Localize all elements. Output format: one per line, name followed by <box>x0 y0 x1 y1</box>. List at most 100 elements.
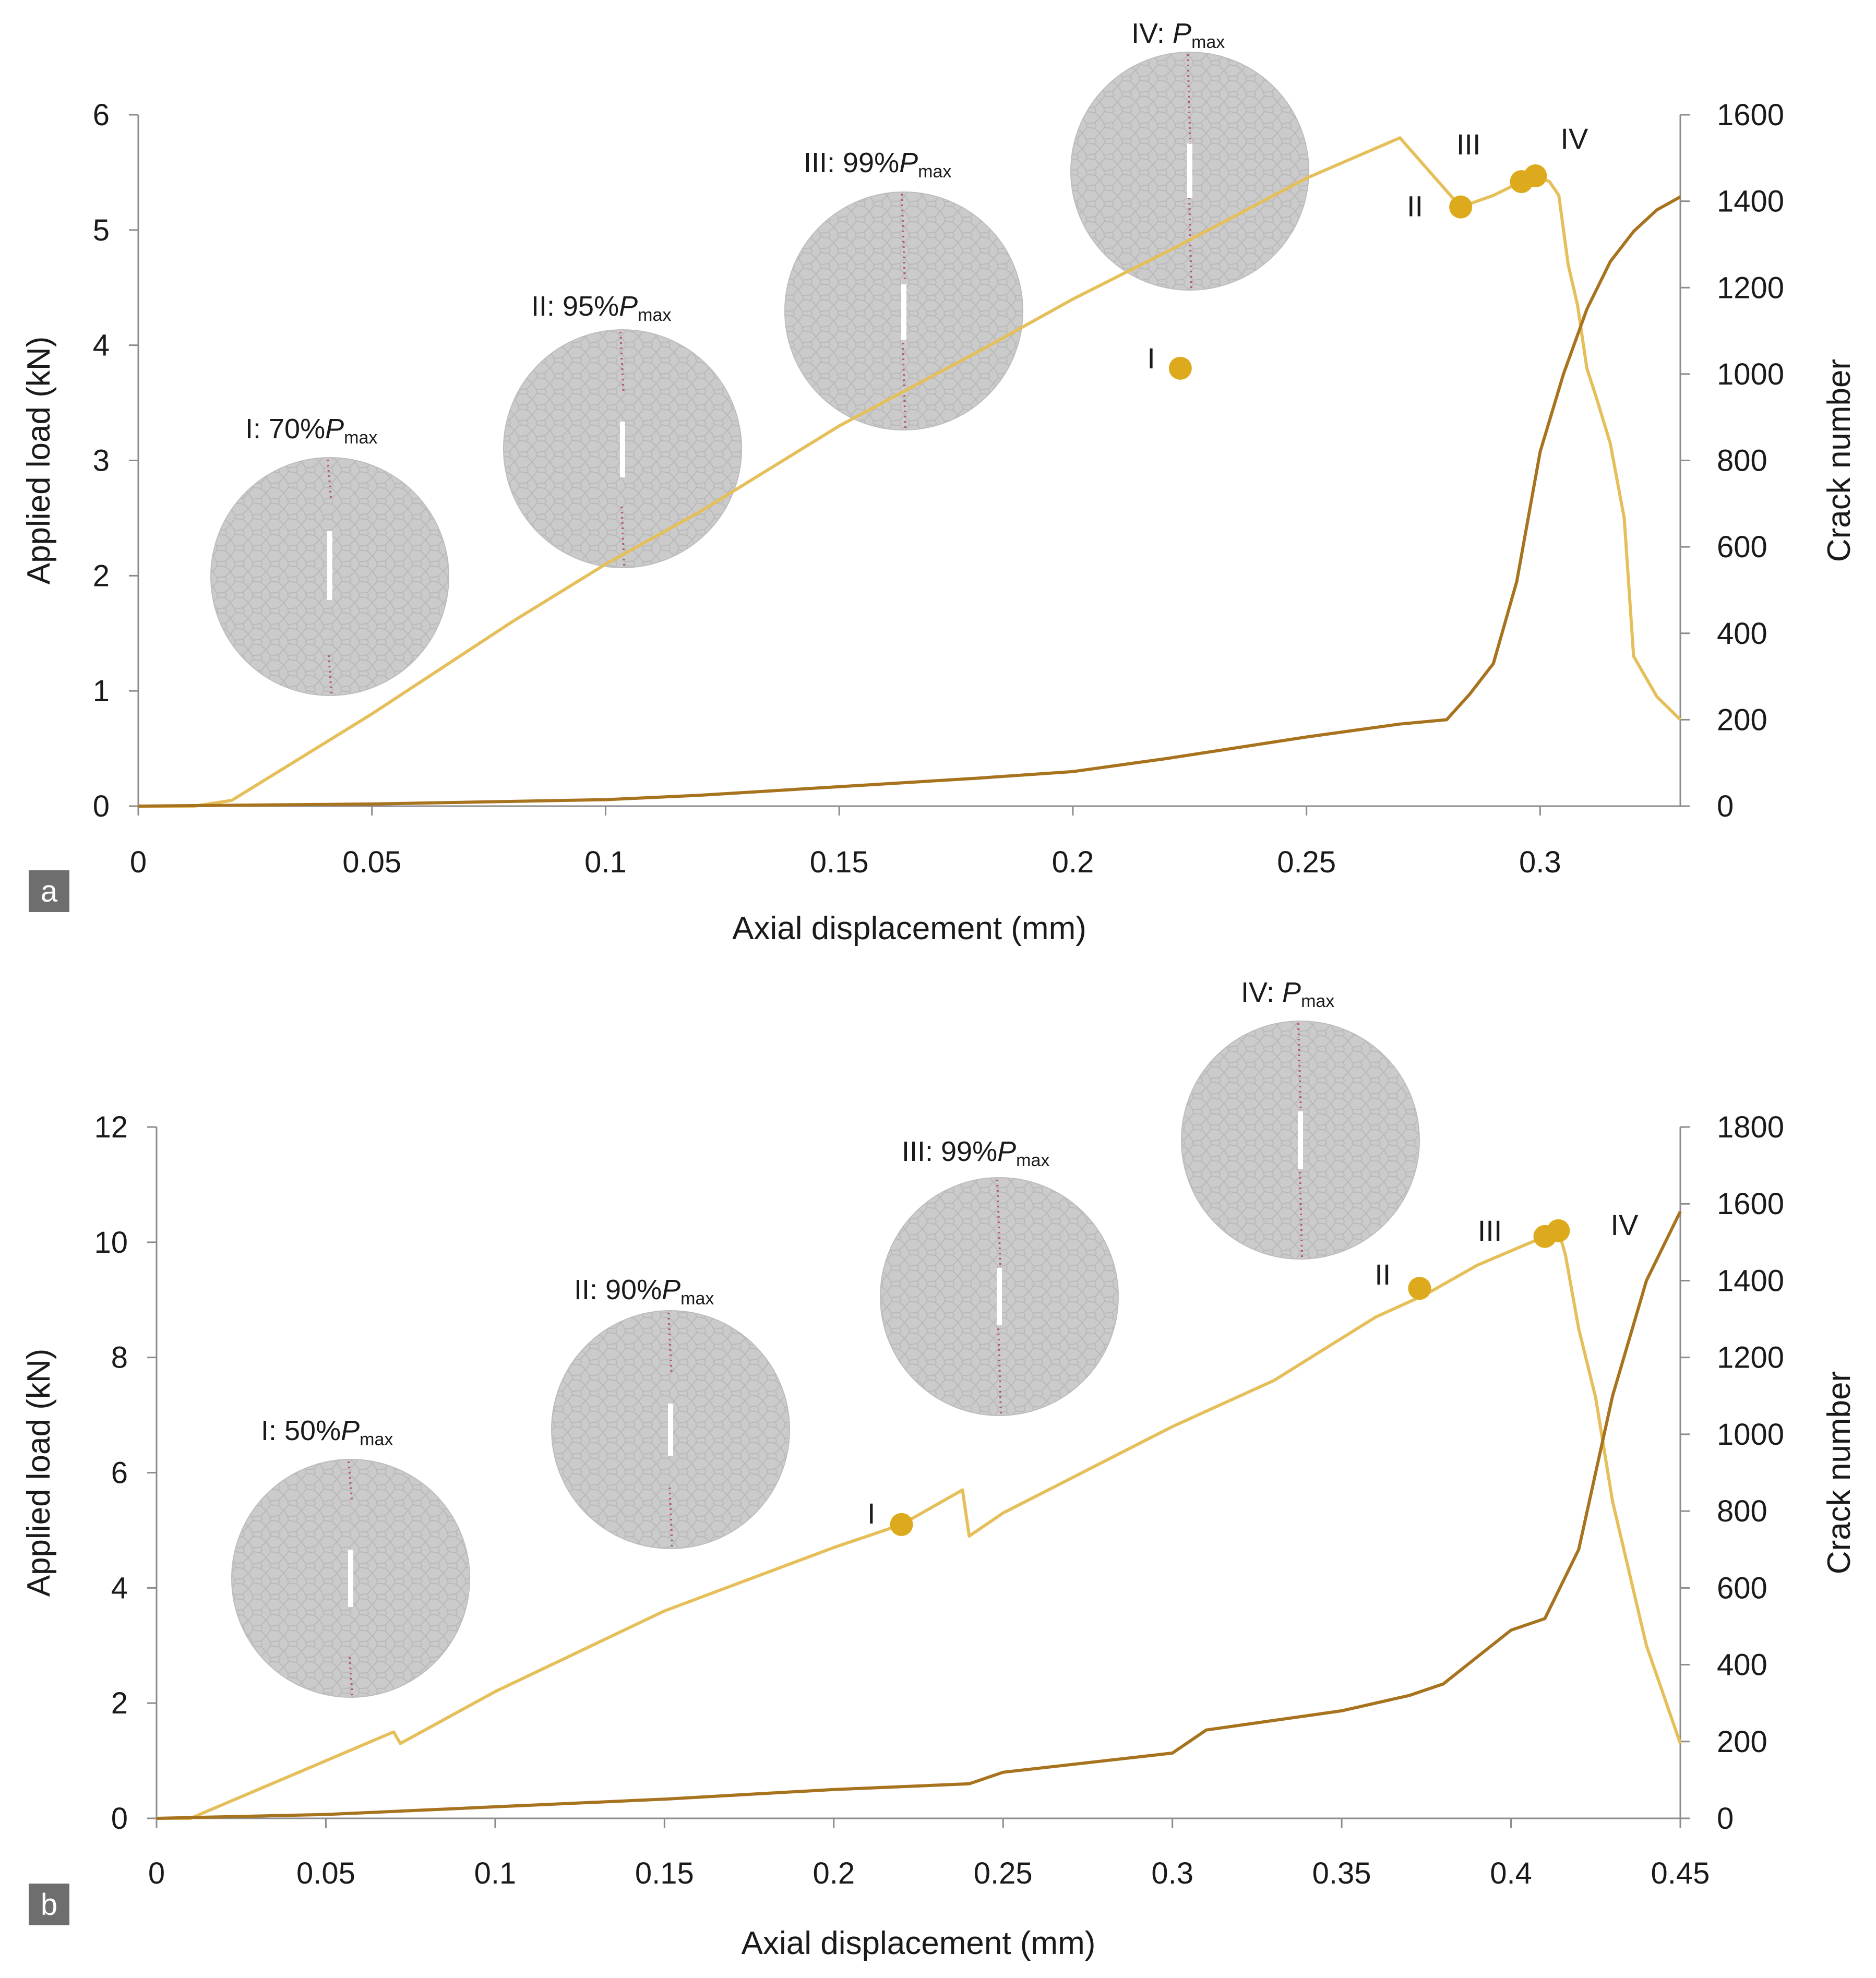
x-tick-label: 0.05 <box>296 1856 355 1890</box>
stage-marker <box>890 1513 913 1536</box>
x-tick-label: 0 <box>130 845 147 879</box>
stage-marker-label: I <box>1147 342 1155 375</box>
chart-panel-b: I: 50%Pmax II: 90%Pmax III: 99%Pmax IV: Pma… <box>21 977 1857 1961</box>
y2-tick-label: 1400 <box>1717 185 1784 219</box>
stage-marker-label: III <box>1478 1214 1502 1247</box>
y2-tick-label: 600 <box>1717 530 1767 564</box>
specimen-inset: I: 50%Pmax <box>231 1415 470 1698</box>
crack-damage-zone-top <box>348 1461 353 1500</box>
stage-marker <box>1168 356 1192 380</box>
y-tick-label: 2 <box>93 559 110 593</box>
y2-tick-label: 200 <box>1717 1725 1767 1759</box>
panel-tag-box <box>29 1884 69 1925</box>
y-tick-label: 1 <box>93 674 110 708</box>
y-tick-label: 0 <box>111 1802 128 1836</box>
crack-number-series <box>138 195 1681 808</box>
x-tick-label: 0.3 <box>1519 845 1561 879</box>
x-tick-label: 0.45 <box>1651 1856 1710 1890</box>
x-axis-label: Axial displacement (mm) <box>732 910 1086 946</box>
x-tick-label: 0 <box>148 1856 165 1890</box>
inset-label: III: 99%Pmax <box>804 147 951 182</box>
panel-tag: b <box>29 1884 69 1925</box>
stage-marker <box>1524 164 1547 188</box>
y2-tick-label: 200 <box>1717 703 1767 737</box>
stage-marker <box>1449 195 1473 219</box>
y-axis-label: Applied load (kN) <box>21 337 57 585</box>
crack-damage-zone-bottom <box>668 1483 673 1547</box>
inset-label: IV: Pmax <box>1131 18 1225 52</box>
y-tick-label: 6 <box>93 98 110 132</box>
y-tick-label: 2 <box>111 1686 128 1720</box>
y2-tick-label: 800 <box>1717 1494 1767 1528</box>
pre-existing-flaw <box>668 1404 673 1456</box>
stage-marker-label: II <box>1375 1258 1391 1291</box>
y2-tick-label: 1600 <box>1717 98 1784 132</box>
y2-tick-label: 600 <box>1717 1571 1767 1605</box>
y2-tick-label: 1200 <box>1717 271 1784 305</box>
stage-marker <box>1408 1277 1431 1300</box>
panel-tag: a <box>29 870 69 912</box>
panel-tag-box <box>29 870 69 912</box>
x-tick-label: 0.2 <box>1052 845 1094 879</box>
x-tick-label: 0.3 <box>1151 1856 1193 1890</box>
crack-damage-zone-top <box>667 1312 673 1376</box>
y2-tick-label: 1600 <box>1717 1187 1784 1221</box>
inset-label: I: 70%Pmax <box>245 413 377 448</box>
stage-marker-label: III <box>1456 128 1481 161</box>
x-tick-label: 0.05 <box>342 845 401 879</box>
crack-damage-zone-bottom <box>328 655 332 694</box>
pre-existing-flaw <box>348 1550 353 1607</box>
y-tick-label: 10 <box>94 1226 128 1260</box>
x-tick-label: 0.15 <box>810 845 869 879</box>
chart-panel-a: I: 70%Pmax II: 95%Pmax III: 99%Pmax IV: Pma… <box>21 18 1857 946</box>
y-tick-label: 0 <box>93 789 110 823</box>
y-tick-label: 4 <box>93 329 110 363</box>
pre-existing-flaw <box>997 1268 1002 1325</box>
pre-existing-flaw <box>1187 143 1192 198</box>
stage-marker-label: IV <box>1610 1208 1639 1241</box>
y-tick-label: 5 <box>93 213 110 247</box>
y2-tick-label: 400 <box>1717 1648 1767 1682</box>
x-tick-label: 0.35 <box>1312 1856 1371 1890</box>
y2-tick-label: 1200 <box>1717 1341 1784 1375</box>
specimen-inset: IV: Pmax <box>1070 18 1309 291</box>
crack-damage-zone-top <box>327 459 332 498</box>
y2-tick-label: 1000 <box>1717 357 1784 391</box>
pre-existing-flaw <box>327 531 332 600</box>
stage-marker-label: II <box>1407 190 1423 223</box>
specimen-inset: I: 70%Pmax <box>210 413 449 696</box>
inset-label: I: 50%Pmax <box>261 1415 393 1449</box>
inset-label: II: 95%Pmax <box>531 291 671 325</box>
y2-axis-label: Crack number <box>1821 359 1857 562</box>
pre-existing-flaw <box>620 422 625 477</box>
y2-tick-label: 800 <box>1717 444 1767 478</box>
x-tick-label: 0.15 <box>635 1856 694 1890</box>
x-tick-label: 0.25 <box>974 1856 1033 1890</box>
stage-marker-label: I <box>867 1497 876 1530</box>
specimen-inset: III: 99%Pmax <box>880 1136 1119 1416</box>
y2-tick-label: 1800 <box>1717 1110 1784 1144</box>
specimen-inset: II: 90%Pmax <box>551 1274 790 1549</box>
x-tick-label: 0.4 <box>1490 1856 1532 1890</box>
crack-number-series <box>156 1210 1682 1820</box>
y2-tick-label: 0 <box>1717 789 1734 823</box>
panel-tag-label: a <box>41 874 58 908</box>
x-tick-label: 0.1 <box>584 845 627 879</box>
y-tick-label: 8 <box>111 1341 128 1375</box>
specimen-inset: IV: Pmax <box>1181 977 1420 1260</box>
y-tick-label: 4 <box>111 1571 128 1605</box>
applied-load-series <box>157 1229 1682 1820</box>
stage-marker <box>1547 1219 1570 1242</box>
specimen-inset: II: 95%Pmax <box>503 291 742 568</box>
y-tick-label: 12 <box>94 1110 128 1144</box>
stage-marker-label: IV <box>1560 122 1588 155</box>
y2-tick-label: 1000 <box>1717 1418 1784 1452</box>
crack-damage-zone-bottom <box>349 1657 353 1696</box>
y-axis-label: Applied load (kN) <box>21 1349 57 1597</box>
x-axis-label: Axial displacement (mm) <box>742 1925 1096 1961</box>
y-tick-label: 3 <box>93 444 110 478</box>
x-tick-label: 0.25 <box>1277 845 1336 879</box>
inset-label: IV: Pmax <box>1241 977 1334 1011</box>
inset-label: II: 90%Pmax <box>574 1274 714 1309</box>
